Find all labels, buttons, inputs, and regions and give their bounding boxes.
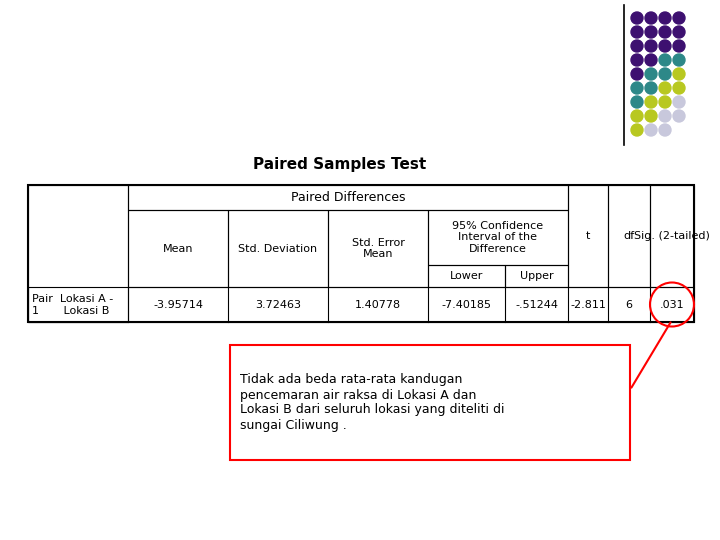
- Bar: [505, 265, 568, 287]
- Text: 1       Lokasi B: 1 Lokasi B: [32, 307, 109, 316]
- Text: -7.40185: -7.40185: [441, 300, 492, 309]
- Circle shape: [659, 96, 671, 108]
- Text: Pair  Lokasi A -: Pair Lokasi A -: [32, 294, 113, 304]
- Bar: [608, 185, 650, 287]
- Bar: [28, 185, 128, 322]
- Circle shape: [631, 110, 643, 122]
- Bar: [230, 345, 630, 460]
- Bar: [650, 185, 694, 287]
- Text: Mean: Mean: [163, 244, 193, 253]
- Circle shape: [631, 96, 643, 108]
- Text: -.51244: -.51244: [515, 300, 558, 309]
- Circle shape: [659, 82, 671, 94]
- Circle shape: [645, 96, 657, 108]
- Circle shape: [659, 40, 671, 52]
- Circle shape: [645, 110, 657, 122]
- Circle shape: [673, 110, 685, 122]
- Text: .031: .031: [660, 300, 684, 309]
- Text: df: df: [624, 231, 634, 241]
- Text: Std. Deviation: Std. Deviation: [238, 244, 318, 253]
- Text: Sig. (2-tailed): Sig. (2-tailed): [634, 231, 710, 241]
- Bar: [128, 210, 228, 287]
- Circle shape: [659, 12, 671, 24]
- Bar: [128, 185, 568, 210]
- Circle shape: [631, 124, 643, 136]
- Circle shape: [673, 68, 685, 80]
- Circle shape: [673, 40, 685, 52]
- Circle shape: [645, 68, 657, 80]
- Text: Lower: Lower: [450, 271, 483, 281]
- Text: Tidak ada beda rata-rata kandugan
pencemaran air raksa di Lokasi A dan
Lokasi B : Tidak ada beda rata-rata kandugan pencem…: [240, 374, 505, 431]
- Bar: [428, 265, 505, 287]
- Bar: [568, 185, 608, 287]
- Text: Std. Error
Mean: Std. Error Mean: [351, 238, 405, 259]
- Circle shape: [645, 124, 657, 136]
- Circle shape: [673, 12, 685, 24]
- Text: Paired Differences: Paired Differences: [291, 191, 405, 204]
- Text: 3.72463: 3.72463: [255, 300, 301, 309]
- Text: t: t: [586, 231, 590, 241]
- Bar: [428, 210, 568, 265]
- Circle shape: [659, 26, 671, 38]
- Circle shape: [631, 82, 643, 94]
- Text: Upper: Upper: [520, 271, 553, 281]
- Text: -3.95714: -3.95714: [153, 300, 203, 309]
- Circle shape: [659, 54, 671, 66]
- Circle shape: [631, 26, 643, 38]
- Text: 95% Confidence
Interval of the
Difference: 95% Confidence Interval of the Differenc…: [452, 221, 544, 254]
- Circle shape: [645, 82, 657, 94]
- Circle shape: [631, 12, 643, 24]
- Circle shape: [631, 40, 643, 52]
- Circle shape: [659, 124, 671, 136]
- Text: -2.811: -2.811: [570, 300, 606, 309]
- Circle shape: [659, 68, 671, 80]
- Circle shape: [673, 82, 685, 94]
- Circle shape: [659, 110, 671, 122]
- Circle shape: [673, 26, 685, 38]
- Circle shape: [645, 54, 657, 66]
- Circle shape: [645, 26, 657, 38]
- Circle shape: [645, 12, 657, 24]
- Bar: [28, 185, 694, 322]
- Bar: [328, 210, 428, 287]
- Circle shape: [673, 54, 685, 66]
- Text: Paired Samples Test: Paired Samples Test: [253, 158, 427, 172]
- Text: 1.40778: 1.40778: [355, 300, 401, 309]
- Circle shape: [631, 68, 643, 80]
- Circle shape: [673, 96, 685, 108]
- Bar: [28, 287, 694, 322]
- Bar: [228, 210, 328, 287]
- Circle shape: [631, 54, 643, 66]
- Text: 6: 6: [626, 300, 632, 309]
- Circle shape: [645, 40, 657, 52]
